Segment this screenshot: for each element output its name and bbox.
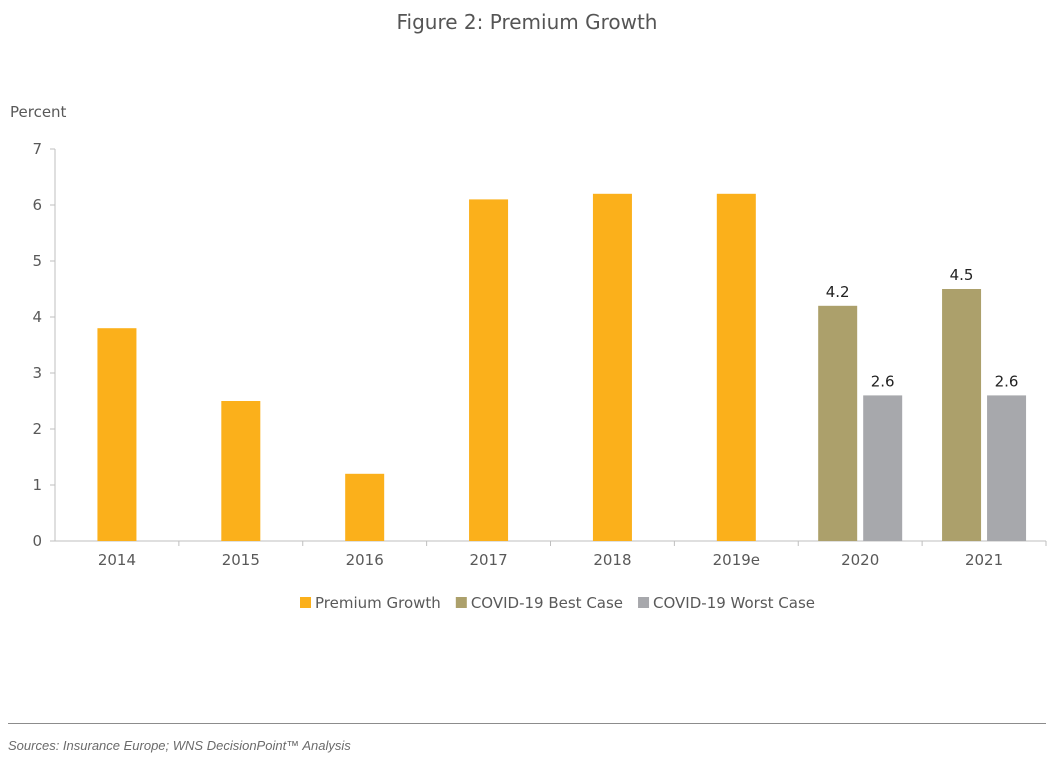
y-tick-label: 4	[32, 308, 42, 326]
legend: Premium Growth COVID-19 Best Case COVID-19…	[300, 594, 815, 612]
bar-covid-19-best-case-2021	[942, 289, 982, 541]
bar-covid-19-worst-case-2021	[987, 395, 1027, 541]
x-tick-label: 2014	[98, 551, 136, 569]
bar-premium-growth-2017	[469, 199, 509, 541]
bar-premium-growth-2014	[97, 328, 137, 541]
y-tick-label: 2	[32, 420, 42, 438]
y-tick-label: 5	[32, 252, 42, 270]
data-labels: 4.2 2.6 4.5 2.6	[826, 266, 1019, 390]
x-tick-label: 2018	[593, 551, 631, 569]
data-label: 2.6	[995, 372, 1019, 390]
x-tick-label: 2016	[346, 551, 384, 569]
bar-premium-growth-2019e	[716, 193, 756, 542]
y-tick-label: 6	[32, 196, 42, 214]
x-axis: 2014 2015 2016 2017 2018 2019e 2020 2021	[55, 540, 1047, 569]
y-tick-label: 1	[32, 476, 42, 494]
x-tick-label: 2015	[222, 551, 260, 569]
data-label: 2.6	[871, 372, 895, 390]
legend-label: COVID-19 Best Case	[471, 594, 623, 612]
y-tick-label: 3	[32, 364, 42, 382]
footer-divider	[8, 723, 1046, 724]
bar-covid-19-worst-case-2020	[863, 395, 903, 541]
source-note: Sources: Insurance Europe; WNS DecisionP…	[8, 738, 351, 753]
x-tick-label: 2019e	[713, 551, 760, 569]
legend-swatch	[638, 597, 650, 608]
data-label: 4.2	[826, 283, 850, 301]
x-tick-label: 2020	[841, 551, 879, 569]
legend-label: Premium Growth	[315, 594, 441, 612]
data-label: 4.5	[950, 266, 974, 284]
bar-premium-growth-2018	[592, 193, 632, 542]
y-axis-label: Percent	[10, 103, 67, 121]
bar-premium-growth-2015	[221, 401, 261, 541]
legend-label: COVID-19 Worst Case	[653, 594, 815, 612]
y-axis: 0 1 2 3 4 5 6 7	[32, 140, 56, 550]
x-tick-label: 2017	[469, 551, 507, 569]
bar-covid-19-best-case-2020	[818, 305, 858, 541]
y-tick-label: 0	[32, 532, 42, 550]
legend-swatch	[300, 597, 311, 608]
legend-swatch	[455, 597, 467, 608]
x-tick-label: 2021	[965, 551, 1003, 569]
bar-premium-growth-2016	[345, 473, 385, 541]
chart-title: Figure 2: Premium Growth	[396, 10, 658, 34]
bars	[97, 193, 1027, 542]
y-tick-label: 7	[32, 140, 42, 158]
